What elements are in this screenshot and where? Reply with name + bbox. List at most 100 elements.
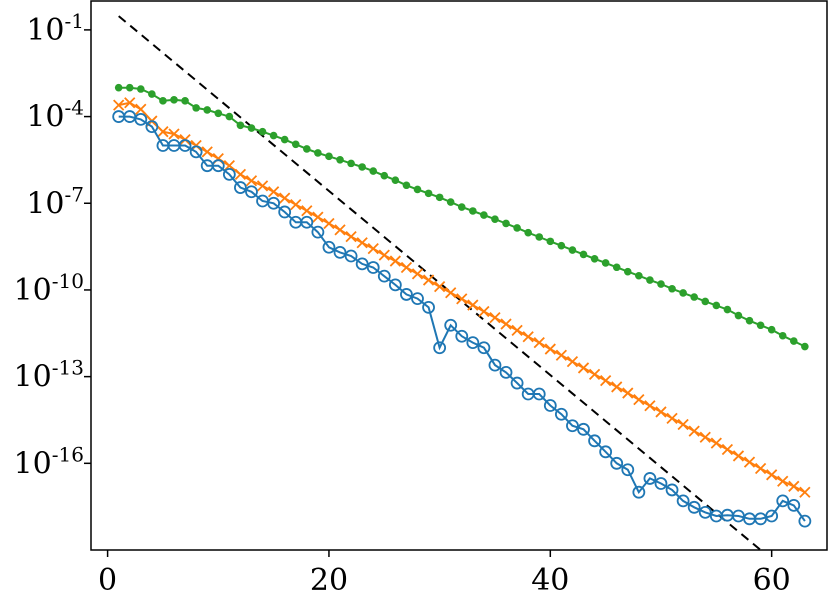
data-point-3-38: [532, 387, 546, 401]
data-point-1-52: [690, 293, 698, 301]
data-point-1-14: [269, 131, 278, 140]
data-point-3-52: [687, 500, 701, 514]
data-point-2-43: [588, 368, 601, 380]
data-point-1-56: [734, 311, 743, 320]
x-tick-label-3: 60: [753, 563, 791, 595]
data-point-2-34: [489, 312, 501, 324]
data-point-3-59: [765, 509, 779, 523]
data-point-3-12: [245, 185, 258, 199]
data-point-1-51: [679, 289, 687, 297]
data-point-2-47: [633, 393, 645, 406]
data-point-3-36: [510, 376, 524, 390]
data-point-1-18: [314, 149, 322, 157]
data-point-3-27: [411, 292, 424, 306]
data-point-1-41: [568, 246, 577, 254]
data-point-3-39: [543, 399, 557, 412]
data-point-1-12: [247, 124, 256, 132]
plot-frame: [90, 0, 828, 551]
data-point-2-13: [256, 180, 269, 192]
data-point-2-12: [245, 175, 258, 187]
data-point-3-47: [632, 485, 646, 499]
data-point-3-51: [676, 494, 690, 508]
data-point-2-18: [312, 211, 324, 223]
data-point-2-42: [577, 362, 590, 374]
data-point-2-29: [433, 281, 446, 293]
data-point-1-36: [513, 224, 521, 232]
series-layer: [112, 15, 812, 550]
data-point-1-25: [391, 176, 400, 184]
data-point-3-26: [400, 288, 413, 301]
data-point-2-21: [345, 230, 357, 243]
data-point-3-33: [477, 341, 491, 355]
data-point-2-27: [411, 268, 424, 280]
series-line-1: [118, 86, 806, 348]
series-line-0: [118, 15, 762, 550]
data-point-1-21: [347, 159, 355, 168]
data-point-2-8: [201, 146, 213, 158]
data-point-3-10: [222, 167, 236, 181]
data-point-3-22: [355, 257, 369, 271]
data-point-3-50: [665, 483, 679, 497]
data-point-1-50: [668, 284, 676, 293]
data-point-2-33: [478, 305, 490, 318]
data-point-2-2: [135, 103, 147, 115]
series-0: [118, 15, 762, 550]
data-point-1-6: [181, 97, 189, 105]
data-point-2-38: [533, 337, 545, 349]
data-point-1-5: [170, 96, 178, 104]
data-point-2-1: [124, 97, 136, 109]
y-tick-label-4: 10-13: [14, 356, 84, 395]
data-point-3-17: [300, 215, 314, 229]
data-point-1-16: [291, 140, 300, 149]
data-point-1-4: [159, 97, 167, 105]
data-point-3-2: [134, 112, 148, 126]
data-point-1-54: [712, 301, 721, 310]
data-point-3-28: [422, 300, 435, 314]
data-point-2-37: [522, 331, 534, 343]
data-point-1-27: [413, 185, 422, 194]
series-line-3: [118, 115, 806, 522]
data-point-3-29: [433, 341, 447, 355]
data-point-3-41: [566, 419, 579, 433]
data-point-1-11: [236, 121, 245, 130]
data-point-1-47: [635, 271, 643, 280]
data-point-3-24: [377, 269, 391, 283]
data-point-1-37: [524, 228, 532, 237]
series-2: [113, 97, 811, 498]
data-point-3-11: [234, 181, 247, 194]
data-point-2-51: [677, 418, 689, 431]
data-point-1-2: [137, 85, 145, 93]
data-point-2-14: [267, 186, 280, 198]
data-point-1-7: [192, 104, 200, 112]
data-point-2-52: [688, 425, 700, 437]
data-point-1-9: [214, 109, 223, 118]
data-point-2-61: [788, 480, 800, 492]
data-point-1-53: [701, 297, 710, 306]
data-point-2-49: [655, 406, 667, 418]
data-point-3-61: [787, 498, 801, 512]
data-point-1-28: [424, 189, 433, 198]
data-point-1-46: [623, 267, 632, 276]
data-point-3-6: [178, 139, 192, 152]
axis-layer: 0 20 40 60 10-1 10-4 10-7 10-10 10-13 10-16: [14, 9, 791, 595]
data-point-2-40: [555, 349, 568, 361]
data-point-1-44: [601, 259, 610, 267]
data-point-3-30: [444, 318, 458, 332]
data-point-3-42: [577, 422, 590, 436]
data-point-2-28: [422, 274, 435, 286]
data-point-2-25: [389, 255, 401, 267]
data-point-1-15: [280, 135, 289, 144]
data-point-2-48: [644, 400, 656, 412]
series-3: [112, 110, 812, 528]
data-point-1-43: [590, 254, 599, 263]
y-tick-label-0: 10-1: [26, 9, 84, 48]
data-point-2-16: [290, 198, 302, 211]
data-point-2-46: [622, 387, 634, 399]
data-point-2-59: [766, 469, 778, 481]
x-tick-label-1: 20: [310, 563, 348, 595]
data-point-2-54: [710, 437, 722, 449]
data-point-3-19: [322, 240, 336, 254]
y-tick-label-1: 10-4: [26, 96, 84, 135]
data-point-2-23: [367, 242, 379, 255]
